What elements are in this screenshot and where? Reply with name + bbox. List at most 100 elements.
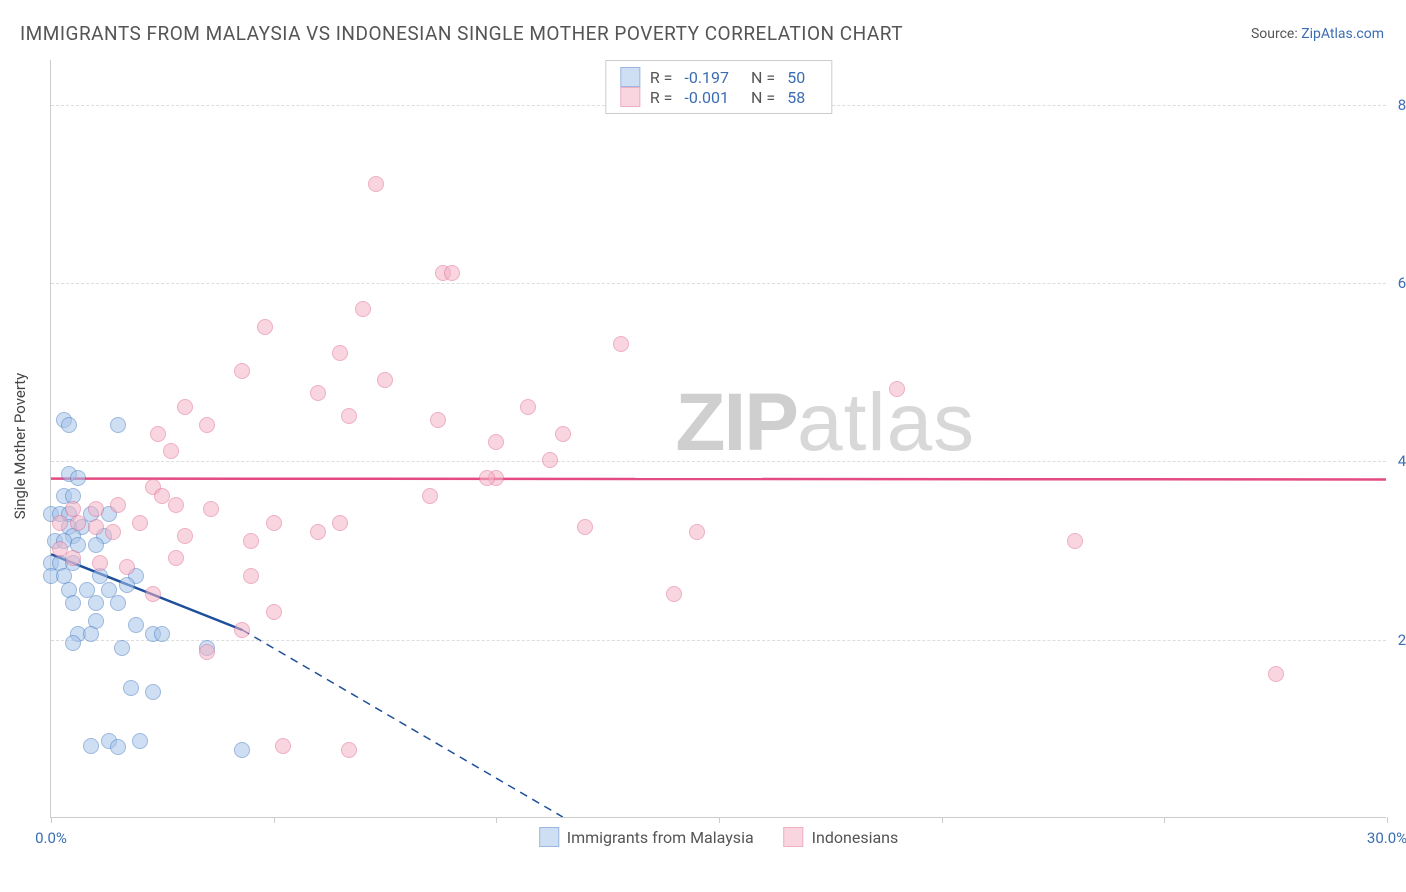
data-point	[889, 381, 905, 397]
legend-r-label: R =	[650, 68, 673, 87]
data-point	[488, 434, 504, 450]
data-point	[177, 528, 193, 544]
data-point	[132, 515, 148, 531]
data-point	[422, 488, 438, 504]
data-point	[199, 644, 215, 660]
legend-n-value: 58	[787, 88, 805, 107]
data-point	[666, 586, 682, 602]
y-tick-label: 40.0%	[1398, 452, 1406, 470]
data-point	[275, 738, 291, 754]
data-point	[88, 595, 104, 611]
x-tick-mark	[942, 817, 943, 823]
data-point	[110, 595, 126, 611]
data-point	[613, 336, 629, 352]
source-label: Source: ZipAtlas.com	[1251, 26, 1384, 42]
source-link[interactable]: ZipAtlas.com	[1301, 26, 1384, 42]
source-prefix: Source:	[1251, 26, 1301, 42]
x-tick-mark	[719, 817, 720, 823]
data-point	[65, 595, 81, 611]
data-point	[123, 680, 139, 696]
data-point	[310, 385, 326, 401]
y-tick-label: 60.0%	[1398, 274, 1406, 292]
data-point	[341, 408, 357, 424]
watermark-zip: ZIP	[675, 377, 797, 468]
data-point	[520, 399, 536, 415]
legend-series-label: Immigrants from Malaysia	[567, 828, 754, 847]
data-point	[203, 501, 219, 517]
data-point	[114, 640, 130, 656]
legend-stat-row: R = -0.001 N = 58	[620, 87, 817, 107]
data-point	[70, 470, 86, 486]
data-point	[128, 617, 144, 633]
data-point	[110, 739, 126, 755]
y-tick-label: 20.0%	[1398, 631, 1406, 649]
data-point	[266, 515, 282, 531]
watermark-atlas: atlas	[797, 377, 975, 468]
y-tick-label: 80.0%	[1398, 96, 1406, 114]
data-point	[119, 577, 135, 593]
y-axis-label: Single Mother Poverty	[11, 373, 29, 520]
data-point	[92, 555, 108, 571]
data-point	[119, 559, 135, 575]
x-tick-mark	[274, 817, 275, 823]
data-point	[61, 417, 77, 433]
grid-line	[51, 461, 1386, 462]
data-point	[199, 417, 215, 433]
legend-n-label: N =	[751, 88, 775, 107]
data-point	[150, 426, 166, 442]
grid-line	[51, 283, 1386, 284]
data-point	[341, 742, 357, 758]
data-point	[689, 524, 705, 540]
x-tick-mark	[1387, 817, 1388, 823]
legend-swatch	[620, 87, 640, 107]
data-point	[257, 319, 273, 335]
legend-series-item: Indonesians	[784, 827, 899, 847]
data-point	[110, 417, 126, 433]
data-point	[234, 363, 250, 379]
data-point	[88, 537, 104, 553]
data-point	[234, 622, 250, 638]
legend-n-value: 50	[787, 68, 805, 87]
x-tick-mark	[51, 817, 52, 823]
legend-stats: R = -0.197N = 50R = -0.001 N = 58	[605, 60, 832, 114]
x-tick-mark	[496, 817, 497, 823]
legend-r-value: -0.001	[684, 88, 729, 107]
data-point	[243, 533, 259, 549]
x-tick-mark	[1164, 817, 1165, 823]
legend-swatch	[620, 67, 640, 87]
watermark: ZIPatlas	[675, 376, 975, 470]
data-point	[243, 568, 259, 584]
x-tick-label: 30.0%	[1367, 829, 1406, 847]
data-point	[105, 524, 121, 540]
data-point	[168, 497, 184, 513]
data-point	[65, 635, 81, 651]
data-point	[83, 738, 99, 754]
legend-r-label: R =	[650, 88, 673, 107]
data-point	[542, 452, 558, 468]
data-point	[65, 550, 81, 566]
data-point	[145, 684, 161, 700]
data-point	[168, 550, 184, 566]
data-point	[154, 626, 170, 642]
data-point	[88, 501, 104, 517]
data-point	[577, 519, 593, 535]
x-tick-label: 0.0%	[35, 829, 67, 847]
data-point	[310, 524, 326, 540]
data-point	[110, 497, 126, 513]
data-point	[52, 515, 68, 531]
legend-stat-row: R = -0.197N = 50	[620, 67, 817, 87]
legend-series-label: Indonesians	[812, 828, 899, 847]
legend-series: Immigrants from Malaysia Indonesians	[539, 827, 899, 847]
data-point	[430, 412, 446, 428]
data-point	[1067, 533, 1083, 549]
legend-series-item: Immigrants from Malaysia	[539, 827, 754, 847]
legend-n-label: N =	[751, 68, 775, 87]
data-point	[65, 501, 81, 517]
data-point	[368, 176, 384, 192]
data-point	[332, 345, 348, 361]
data-point	[444, 265, 460, 281]
data-point	[132, 733, 148, 749]
data-point	[1268, 666, 1284, 682]
data-point	[555, 426, 571, 442]
data-point	[177, 399, 193, 415]
